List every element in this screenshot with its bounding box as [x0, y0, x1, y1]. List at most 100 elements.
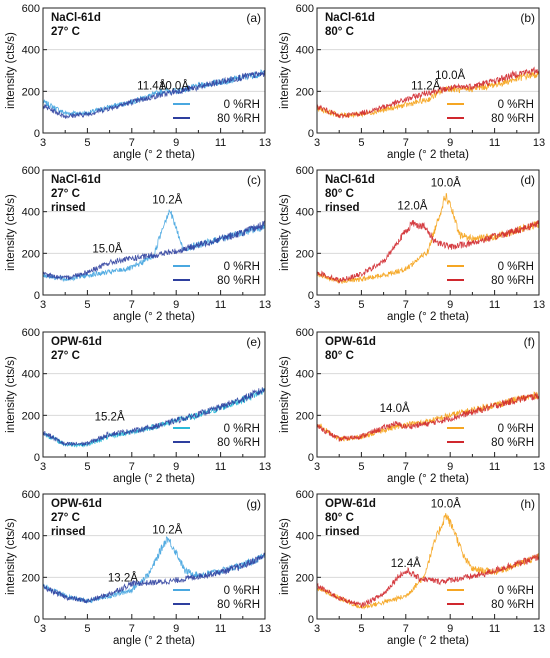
y-tick-label: 200	[22, 572, 40, 584]
chart-panel-b: 0 200 400 600 3 5 7 9 11 13 angle (° 2 theta) inten…	[279, 3, 545, 161]
y-tick-label: 400	[22, 207, 40, 219]
x-tick-label: 5	[84, 461, 90, 473]
y-tick-label: 400	[296, 531, 314, 543]
x-tick-label: 5	[358, 623, 364, 635]
y-axis-label: intensity (cts/s)	[279, 32, 291, 109]
legend-label: 80 %RH	[491, 275, 534, 287]
chart-panel-d: 0 200 400 600 3 5 7 9 11 13 angle (° 2 theta) inten…	[279, 165, 545, 323]
sample-label: OPW-61d	[325, 498, 376, 510]
panel-label: (f)	[524, 335, 535, 349]
x-tick-label: 9	[173, 299, 179, 311]
y-tick-label: 600	[22, 327, 40, 339]
chart-panel-a: 0 200 400 600 3 5 7 9 11 13 angle (° 2 theta) inten…	[5, 3, 271, 161]
y-axis-label: intensity (cts/s)	[5, 518, 17, 595]
series-line-humid	[42, 387, 266, 447]
y-tick-label: 0	[308, 452, 314, 464]
chart-panel-h: 0 200 400 600 3 5 7 9 11 13 angle (° 2 theta) inten…	[279, 489, 545, 647]
series-line-dry	[42, 388, 266, 448]
x-axis-label: angle (° 2 theta)	[387, 635, 469, 647]
sample-label: NaCl-61d	[51, 174, 101, 186]
x-tick-label: 13	[259, 623, 271, 635]
panel-label: (h)	[520, 497, 535, 511]
panel-label: (d)	[520, 173, 535, 187]
panel-label: (b)	[520, 11, 535, 25]
x-tick-label: 11	[215, 137, 226, 149]
x-tick-label: 5	[84, 299, 90, 311]
y-tick-label: 0	[34, 614, 40, 626]
legend-label: 0 %RH	[498, 99, 534, 111]
series-line-dry	[316, 193, 540, 284]
sample-label: NaCl-61d	[325, 174, 375, 186]
temperature-label: 27° C	[51, 512, 80, 524]
x-tick-label: 3	[40, 461, 46, 473]
y-tick-label: 0	[308, 614, 314, 626]
panel-label: (c)	[247, 173, 261, 187]
y-tick-label: 600	[22, 3, 40, 15]
x-tick-label: 7	[403, 461, 409, 473]
x-tick-label: 9	[447, 623, 453, 635]
y-tick-label: 400	[22, 45, 40, 57]
peak-annotation: 12.0Å	[397, 200, 427, 213]
x-tick-label: 7	[129, 461, 135, 473]
temperature-label: 80° C	[325, 26, 354, 38]
peak-annotation: 10.2Å	[152, 524, 182, 537]
legend-label: 80 %RH	[491, 599, 534, 611]
temperature-label: 80° C	[325, 188, 354, 200]
x-tick-label: 5	[358, 461, 364, 473]
x-tick-label: 11	[489, 461, 500, 473]
series-line-humid	[316, 219, 540, 284]
y-axis-label: intensity (cts/s)	[279, 518, 291, 595]
x-tick-label: 7	[403, 623, 409, 635]
y-tick-label: 400	[296, 369, 314, 381]
peak-annotation: 15.2Å	[95, 411, 125, 424]
temperature-label: 27° C	[51, 26, 80, 38]
y-tick-label: 200	[296, 410, 314, 422]
y-tick-label: 200	[296, 248, 314, 260]
temperature-label: 27° C	[51, 188, 80, 200]
legend-label: 80 %RH	[217, 437, 260, 449]
x-tick-label: 7	[129, 137, 135, 149]
series-line-humid	[316, 553, 540, 609]
x-axis-label: angle (° 2 theta)	[113, 149, 195, 161]
x-tick-label: 5	[358, 299, 364, 311]
x-tick-label: 3	[40, 623, 46, 635]
x-tick-label: 7	[403, 299, 409, 311]
x-tick-label: 3	[40, 137, 46, 149]
y-tick-label: 200	[22, 248, 40, 260]
y-tick-label: 0	[308, 128, 314, 140]
y-tick-label: 600	[296, 489, 314, 501]
x-axis-label: angle (° 2 theta)	[113, 635, 195, 647]
panel-label: (e)	[246, 335, 261, 349]
y-tick-label: 400	[296, 45, 314, 57]
x-tick-label: 11	[215, 461, 226, 473]
x-axis-label: angle (° 2 theta)	[113, 473, 195, 485]
y-tick-label: 200	[22, 410, 40, 422]
y-tick-label: 200	[296, 572, 314, 584]
temperature-label: 80° C	[325, 512, 354, 524]
panel-label: (g)	[246, 497, 261, 511]
sample-label: OPW-61d	[51, 498, 102, 510]
legend-label: 80 %RH	[217, 113, 260, 125]
x-tick-label: 9	[447, 137, 453, 149]
x-tick-label: 3	[314, 137, 320, 149]
x-tick-label: 13	[259, 461, 271, 473]
y-tick-label: 600	[296, 3, 314, 15]
sample-label: OPW-61d	[325, 336, 376, 348]
y-tick-label: 0	[34, 452, 40, 464]
x-tick-label: 5	[84, 137, 90, 149]
temperature-label: 80° C	[325, 350, 354, 362]
x-tick-label: 3	[314, 623, 320, 635]
legend-label: 0 %RH	[224, 99, 260, 111]
x-axis-label: angle (° 2 theta)	[387, 311, 469, 323]
y-tick-label: 600	[296, 165, 314, 177]
x-tick-label: 13	[533, 461, 545, 473]
y-tick-label: 600	[22, 489, 40, 501]
y-axis-label: intensity (cts/s)	[279, 194, 291, 271]
legend-label: 80 %RH	[491, 113, 534, 125]
legend-label: 0 %RH	[498, 261, 534, 273]
y-axis-label: intensity (cts/s)	[5, 32, 17, 109]
x-axis-label: angle (° 2 theta)	[387, 149, 469, 161]
chart-panel-f: 0 200 400 600 3 5 7 9 11 13 angle (° 2 theta) inten…	[279, 327, 545, 485]
